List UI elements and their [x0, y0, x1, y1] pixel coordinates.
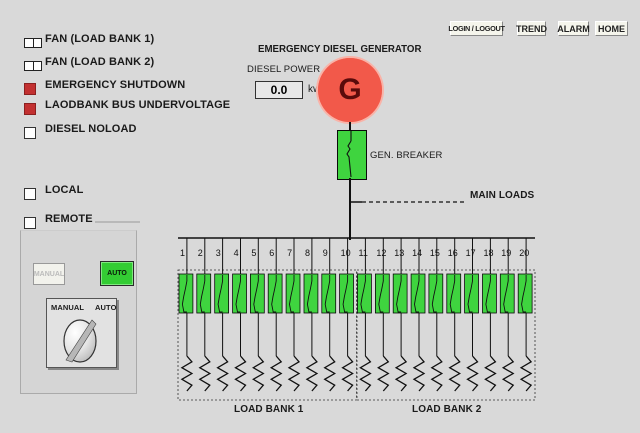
svg-text:18: 18 [484, 248, 494, 258]
svg-text:12: 12 [376, 248, 386, 258]
svg-text:2: 2 [198, 248, 203, 258]
svg-text:8: 8 [305, 248, 310, 258]
svg-text:6: 6 [269, 248, 274, 258]
svg-text:1: 1 [180, 248, 185, 258]
svg-text:14: 14 [412, 248, 422, 258]
svg-text:4: 4 [234, 248, 239, 258]
svg-text:9: 9 [323, 248, 328, 258]
svg-text:10: 10 [341, 248, 351, 258]
svg-text:5: 5 [251, 248, 256, 258]
svg-text:13: 13 [394, 248, 404, 258]
svg-text:15: 15 [430, 248, 440, 258]
svg-text:7: 7 [287, 248, 292, 258]
svg-text:19: 19 [501, 248, 511, 258]
svg-text:16: 16 [448, 248, 458, 258]
svg-text:20: 20 [519, 248, 529, 258]
svg-text:3: 3 [216, 248, 221, 258]
svg-text:11: 11 [359, 248, 368, 258]
svg-text:17: 17 [466, 248, 476, 258]
